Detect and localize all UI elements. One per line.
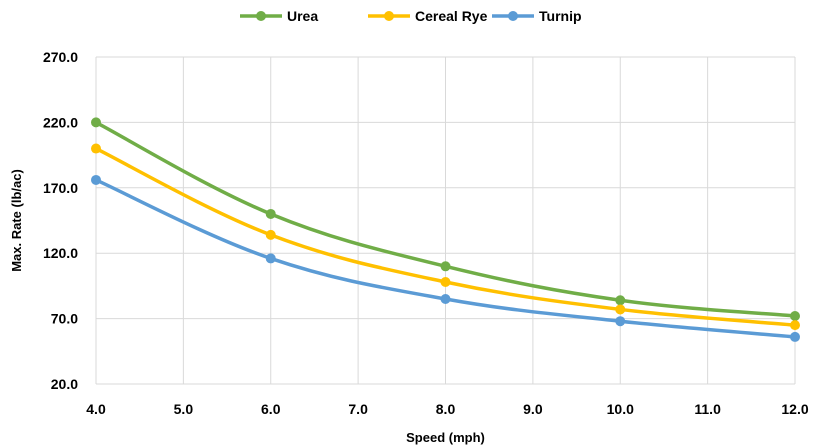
x-tick-label: 5.0 [174,401,194,417]
legend-label-urea: Urea [287,8,318,24]
x-tick-label: 10.0 [607,401,634,417]
legend-label-cereal-rye: Cereal Rye [415,8,488,24]
data-point-turnip [440,293,451,304]
data-point-cereal-rye [265,229,276,240]
legend-marker-urea [256,11,266,21]
y-tick-label: 20.0 [51,376,78,392]
y-tick-label: 120.0 [43,245,78,261]
y-axis-ticks: 20.0 70.0 120.0 170.0 220.0 270.0 [43,49,78,392]
gridlines [95,56,796,385]
data-point-turnip [615,316,626,327]
data-point-cereal-rye [615,304,626,315]
y-axis-title: Max. Rate (lb/ac) [9,169,24,272]
y-tick-label: 220.0 [43,114,78,130]
x-tick-label: 12.0 [781,401,808,417]
legend-label-turnip: Turnip [539,8,582,24]
data-point-cereal-rye [790,320,800,331]
x-tick-label: 6.0 [261,401,281,417]
x-tick-label: 7.0 [348,401,368,417]
x-axis-ticks: 4.0 5.0 6.0 7.0 8.0 9.0 10.0 11.0 12.0 [86,401,809,417]
data-point-urea [790,310,800,321]
data-point-urea [440,261,451,272]
data-point-turnip [91,174,101,185]
legend-marker-cereal-rye [384,11,394,21]
legend: Urea Cereal Rye Turnip [240,8,582,24]
series-lines [91,117,800,342]
legend-marker-turnip [508,11,518,21]
x-tick-label: 9.0 [523,401,543,417]
y-tick-label: 270.0 [43,49,78,65]
y-tick-label: 170.0 [43,180,78,196]
data-point-cereal-rye [91,143,101,154]
data-point-turnip [790,331,800,342]
x-tick-label: 11.0 [694,401,721,417]
data-point-urea [615,295,626,306]
data-point-urea [265,208,276,219]
data-point-cereal-rye [440,276,451,287]
x-axis-title: Speed (mph) [406,430,485,445]
data-point-urea [91,117,101,128]
data-point-turnip [265,253,276,264]
x-tick-label: 8.0 [436,401,456,417]
y-tick-label: 70.0 [51,311,78,327]
x-tick-label: 4.0 [86,401,106,417]
